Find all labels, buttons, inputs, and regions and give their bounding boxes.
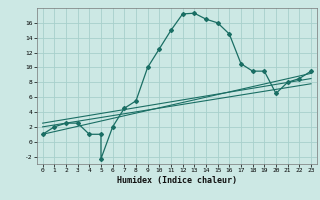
X-axis label: Humidex (Indice chaleur): Humidex (Indice chaleur) [117, 176, 237, 185]
